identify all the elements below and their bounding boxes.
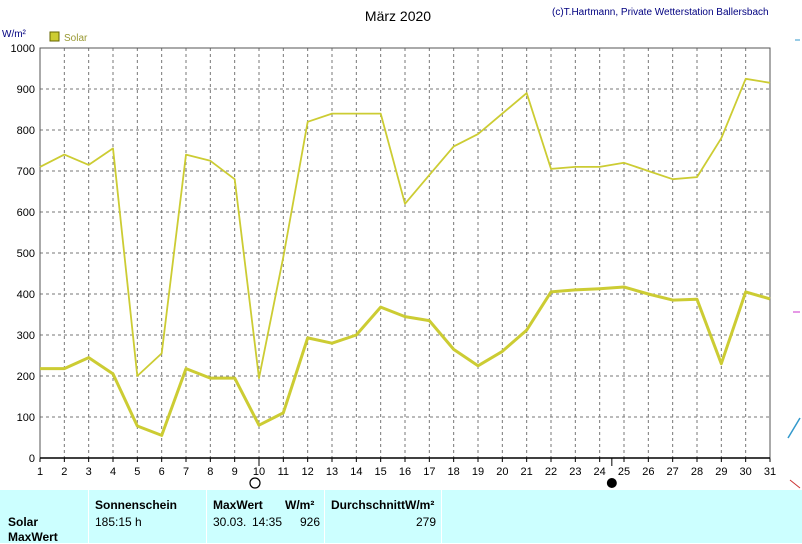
x-tick-label: 11: [278, 466, 289, 478]
x-tick-label: 6: [159, 466, 165, 478]
x-tick-label: 7: [183, 466, 189, 478]
x-tick-label: 8: [207, 466, 213, 478]
maxwert-value: 926: [300, 515, 321, 529]
x-tick-label: 23: [569, 466, 581, 478]
right-edge-decoration: [787, 39, 801, 489]
y-tick-label: 800: [17, 125, 35, 137]
full-moon-icon: [249, 477, 261, 489]
legend-swatch: [49, 31, 60, 42]
x-tick-labels: 1 2 3 4 5 6 7 8 9 10 11 12 13 14 15 16 17 18 19 20 21 22 23 24 2…: [37, 466, 776, 478]
y-tick-label: 900: [17, 84, 35, 96]
new-moon-icon: [606, 478, 617, 488]
sonnenschein-value: 185:15 h: [95, 515, 142, 529]
axes: [39, 47, 771, 462]
x-tick-label: 21: [521, 466, 533, 478]
x-tick-label: 13: [326, 466, 338, 478]
series-line-thick: [40, 285, 771, 437]
x-tick-label: 30: [740, 466, 752, 478]
x-tick-label: 10: [253, 466, 265, 478]
y-tick-label: 700: [17, 166, 35, 178]
x-tick-label: 5: [134, 466, 140, 478]
x-tick-label: 3: [86, 466, 92, 478]
x-tick-label: 28: [691, 466, 703, 478]
x-tick-label: 12: [302, 466, 314, 478]
y-tick-label: 600: [17, 207, 35, 219]
average-header: DurchschnittW/m²: [331, 498, 435, 512]
sonnenschein-header: Sonnenschein: [95, 498, 178, 512]
divider: [88, 490, 89, 543]
moon-markers: [249, 458, 617, 489]
x-tick-label: 27: [667, 466, 679, 478]
x-tick-label: 15: [375, 466, 387, 478]
chart-title: März 2020: [365, 8, 431, 24]
average-value: 279: [416, 515, 437, 529]
x-tick-label: 2: [61, 466, 67, 478]
copyright-text: (c)T.Hartmann, Private Wetterstation Bal…: [552, 7, 769, 18]
series-line-thin: [39, 77, 771, 380]
x-tick-label: 18: [448, 466, 460, 478]
x-tick-label: 14: [350, 466, 362, 478]
x-tick-label: 4: [110, 466, 116, 478]
x-tick-label: 19: [472, 466, 484, 478]
x-tick-label: 9: [232, 466, 238, 478]
y-tick-label: 1000: [11, 43, 35, 55]
divider: [324, 490, 325, 543]
y-tick-label: 300: [17, 330, 35, 342]
y-tick-label: 0: [29, 453, 35, 465]
y-tick-label: 200: [17, 371, 35, 383]
maxwert-time: 14:35: [252, 515, 283, 529]
grid-lines: [40, 48, 770, 458]
solar-chart: März 2020 (c)T.Hartmann, Private Wetters…: [2, 7, 801, 489]
divider: [441, 490, 442, 543]
y-tick-label: 100: [17, 412, 35, 424]
row-label-solar: Solar: [8, 515, 39, 529]
x-tick-label: 24: [594, 466, 606, 478]
x-tick-label: 20: [496, 466, 508, 478]
maxwert-header: MaxWert: [213, 498, 263, 512]
x-tick-label: 31: [764, 466, 776, 478]
x-tick-label: 22: [545, 466, 557, 478]
divider: [206, 490, 207, 543]
y-tick-label: 400: [17, 289, 35, 301]
x-tick-label: 25: [618, 466, 630, 478]
x-tick-label: 17: [423, 466, 435, 478]
y-tick-label: 500: [17, 248, 35, 260]
legend-label: Solar: [64, 33, 88, 44]
y-axis-unit: W/m²: [2, 29, 27, 40]
x-tick-label: 1: [37, 466, 43, 478]
row-label-maxwert: MaxWert: [8, 530, 58, 544]
stats-panel: Solar MaxWert Sonnenschein 185:15 h MaxW…: [0, 490, 802, 544]
x-tick-label: 16: [399, 466, 411, 478]
maxwert-date: 30.03.: [213, 515, 247, 529]
data-lines: [39, 77, 771, 437]
maxwert-unit: W/m²: [285, 498, 315, 512]
x-tick-label: 26: [642, 466, 654, 478]
x-tick-label: 29: [715, 466, 727, 478]
y-tick-labels: 0 100 200 300 400 500 600 700 800 900 1000: [11, 43, 35, 465]
